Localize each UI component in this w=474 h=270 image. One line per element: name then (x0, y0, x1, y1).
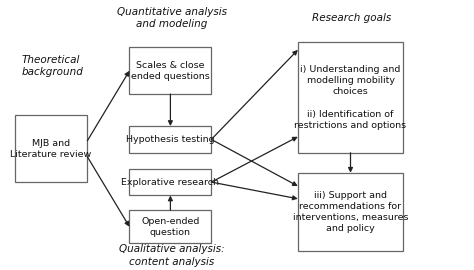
Text: Qualitative analysis:
content analysis: Qualitative analysis: content analysis (119, 244, 224, 267)
Text: Open-ended
question: Open-ended question (141, 217, 200, 237)
Text: Hypothesis testing: Hypothesis testing (126, 135, 215, 144)
Text: Theoretical
background: Theoretical background (22, 55, 84, 77)
Bar (298, 173, 403, 251)
Text: Explorative research: Explorative research (121, 178, 219, 187)
Text: iii) Support and
recommendations for
interventions, measures
and policy: iii) Support and recommendations for int… (293, 191, 408, 233)
Bar (129, 169, 211, 195)
Bar (129, 126, 211, 153)
Text: MJB and
Literature review: MJB and Literature review (10, 139, 92, 159)
Bar (129, 210, 211, 244)
Text: Quantitative analysis
and modeling: Quantitative analysis and modeling (117, 7, 227, 29)
Bar (298, 42, 403, 153)
Text: Research goals: Research goals (312, 13, 392, 23)
Text: Scales & close
ended questions: Scales & close ended questions (131, 61, 210, 81)
Bar (129, 47, 211, 94)
Bar (15, 115, 87, 182)
Text: i) Understanding and
modelling mobility
choices

ii) Identification of
restricti: i) Understanding and modelling mobility … (294, 65, 407, 130)
